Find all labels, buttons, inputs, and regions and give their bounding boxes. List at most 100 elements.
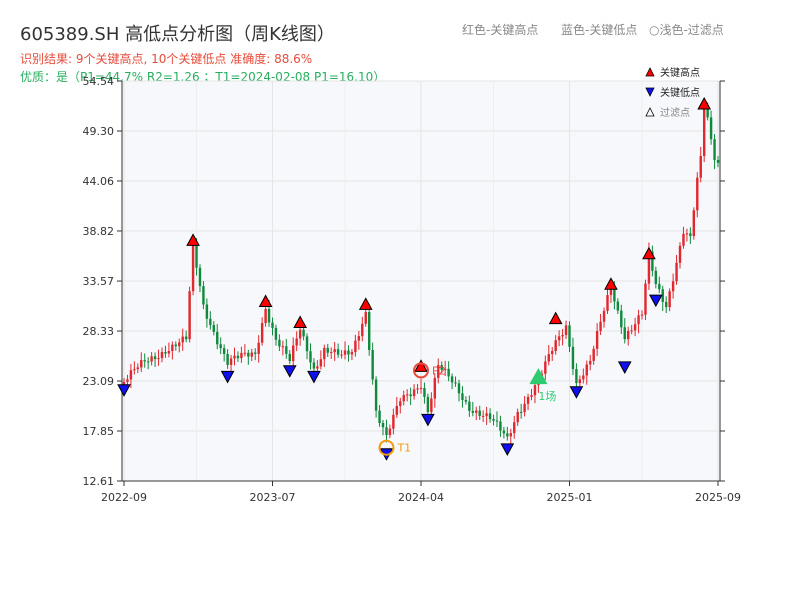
annotation-label: T1 [396, 442, 411, 455]
candle-body [243, 352, 247, 354]
candle-body [222, 348, 226, 354]
candle-body [471, 410, 475, 413]
candle-body [343, 350, 347, 355]
candle-body [702, 108, 706, 156]
candle-body [478, 410, 481, 416]
candle-body [267, 308, 271, 323]
candle-body [264, 308, 267, 324]
key-low-marker [421, 413, 435, 427]
candle-body [716, 160, 720, 163]
key-low-marker [117, 384, 131, 397]
candle-body [319, 359, 323, 367]
candle-body [647, 251, 651, 284]
candle-body [440, 365, 443, 370]
candle-body [143, 360, 146, 362]
candle-body [226, 353, 229, 365]
candle-body [126, 379, 129, 382]
candle-body [260, 323, 264, 343]
candle-body [623, 327, 626, 340]
legend-label: 关键高点 [660, 66, 700, 79]
key-high-marker [258, 294, 273, 307]
candle-body [205, 304, 209, 319]
candle-body [499, 421, 502, 431]
candle-body [157, 358, 160, 360]
candle-body [219, 344, 222, 349]
legend-label: 过滤点 [660, 106, 690, 119]
candle-body [274, 327, 278, 340]
key-low-marker [500, 443, 515, 456]
candle-body [312, 362, 316, 369]
x-tick-label: 2022-09 [101, 491, 147, 504]
key-high-marker [358, 297, 373, 310]
candle-body [523, 403, 526, 413]
key-low-marker [648, 294, 663, 308]
candle-body [495, 420, 499, 422]
candle-body [685, 233, 689, 235]
candle-body [174, 344, 178, 347]
x-tick-label: 2023-07 [250, 491, 296, 504]
legend-marker [645, 67, 655, 77]
candle-body [278, 339, 281, 347]
candle-body [195, 242, 198, 268]
candle-body [630, 330, 633, 332]
candle-body [298, 329, 302, 339]
candle-body [468, 401, 471, 411]
candle-body [229, 358, 233, 365]
candle-body [675, 262, 678, 282]
candle-body [433, 377, 437, 399]
candle-body [595, 331, 599, 349]
candle-body [240, 352, 243, 359]
candle-body [530, 395, 533, 397]
legend-label: 关键低点 [660, 86, 700, 99]
x-tick-label: 2024-04 [398, 491, 444, 504]
legend-marker [645, 87, 655, 97]
candle-body [461, 393, 464, 401]
candle-body [247, 352, 250, 357]
annotation-circle [378, 439, 395, 456]
candle-body [416, 388, 419, 390]
candle-body [316, 366, 319, 369]
candle-body [689, 233, 692, 237]
candle-body [323, 347, 326, 360]
candle-body [464, 400, 468, 402]
candle-body [160, 352, 164, 359]
candle-body [533, 385, 537, 396]
candle-body [488, 413, 492, 420]
candle-body [367, 312, 371, 351]
candle-body [519, 411, 523, 413]
y-tick-label: 38.82 [83, 225, 115, 238]
candle-body [633, 324, 637, 331]
candle-body [184, 336, 188, 340]
candle-body [409, 394, 412, 397]
candle-body [661, 289, 664, 302]
legend-marker [645, 107, 655, 117]
candle-body [361, 323, 364, 337]
candle-body [651, 251, 654, 271]
key-low-marker [220, 370, 235, 384]
candle-body [589, 360, 592, 365]
candle-body [437, 365, 440, 378]
candle-body [188, 291, 191, 340]
candle-body [254, 352, 257, 354]
candle-body [281, 346, 285, 348]
candle-body [129, 370, 133, 380]
candle-body [620, 310, 623, 328]
candle-body [692, 210, 696, 237]
key-high-marker [548, 311, 563, 325]
candle-body [609, 287, 613, 296]
key-high-marker [414, 359, 428, 372]
legend-low-text: 蓝色-关键低点 [561, 23, 638, 37]
candle-body [146, 361, 150, 363]
candle-body [599, 321, 602, 332]
candle-body [671, 281, 675, 292]
candle-body [285, 346, 288, 354]
candle-body [481, 415, 485, 417]
key-high-marker [604, 277, 618, 290]
candle-body [347, 350, 350, 355]
candle-body [412, 389, 416, 397]
y-tick-label: 33.57 [83, 275, 115, 288]
candle-body [513, 422, 516, 434]
candle-body [557, 336, 561, 341]
candle-body [678, 245, 682, 263]
candle-body [578, 379, 582, 384]
